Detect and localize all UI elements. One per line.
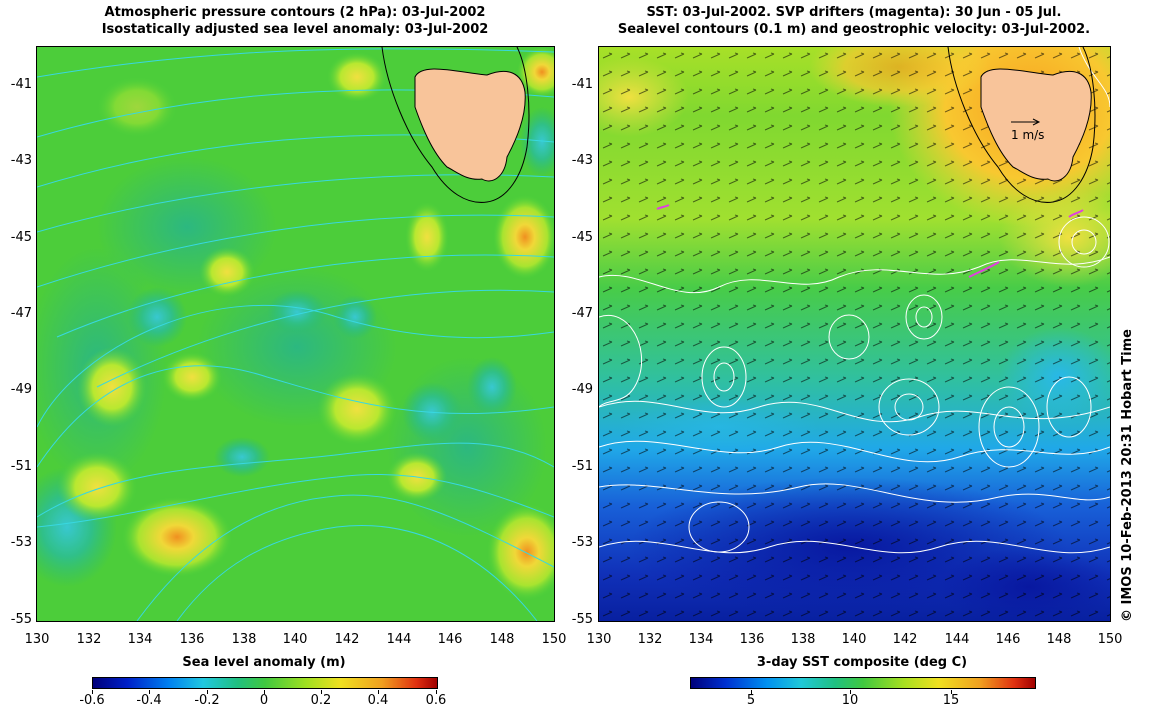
right-lat-tick: -55 <box>571 612 593 627</box>
right-title-line1: SST: 03-Jul-2002. SVP drifters (magenta)… <box>646 5 1062 20</box>
left-lon-tick: 144 <box>386 632 412 647</box>
right-lon-tick: 130 <box>586 632 612 647</box>
left-lon-tick: 148 <box>489 632 515 647</box>
left-colorbar-tick: 0.4 <box>367 693 389 708</box>
right-lat-tick: -47 <box>571 306 593 321</box>
right-colorbar-label: 3-day SST composite (deg C) <box>756 655 968 670</box>
left-lon-tick: 142 <box>334 632 360 647</box>
left-title-line1: Atmospheric pressure contours (2 hPa): 0… <box>104 5 486 20</box>
right-lat-tick: -41 <box>571 77 593 92</box>
sst-map: 1 m/s <box>598 46 1111 622</box>
right-title-line2: Sealevel contours (0.1 m) and geostrophi… <box>617 22 1091 37</box>
anomaly-field <box>37 47 554 600</box>
right-lon-tick: 150 <box>1097 632 1123 647</box>
left-lat-tick: -51 <box>10 459 32 474</box>
left-colorbar-tick: 0.2 <box>310 693 332 708</box>
left-colorbar-tick: -0.2 <box>194 693 220 708</box>
left-colorbar-tick: -0.4 <box>136 693 162 708</box>
sealevel-contours <box>599 47 1110 554</box>
left-map-title: Atmospheric pressure contours (2 hPa): 0… <box>36 4 554 38</box>
right-lon-tick: 140 <box>841 632 867 647</box>
sea-level-anomaly-map <box>36 46 555 622</box>
left-colorbar-tick: -0.6 <box>79 693 105 708</box>
right-lat-tick: -49 <box>571 382 593 397</box>
sea-level-colorbar <box>92 677 438 689</box>
land-tasmania <box>381 47 530 203</box>
right-lon-tick: 144 <box>944 632 970 647</box>
right-colorbar-tick: 5 <box>746 693 756 708</box>
left-colorbar-label: Sea level anomaly (m) <box>182 655 346 670</box>
left-lon-tick: 132 <box>76 632 102 647</box>
right-lon-tick: 132 <box>637 632 663 647</box>
left-lat-tick: -41 <box>10 77 32 92</box>
right-colorbar-tick: 10 <box>841 693 859 708</box>
right-lon-tick: 146 <box>995 632 1021 647</box>
right-lat-tick: -53 <box>571 535 593 550</box>
right-lat-tick: -43 <box>571 153 593 168</box>
left-lat-tick: -45 <box>10 230 32 245</box>
right-lat-tick: -51 <box>571 459 593 474</box>
right-lon-tick: 134 <box>688 632 714 647</box>
sst-colorbar <box>690 677 1036 689</box>
left-lat-tick: -43 <box>10 153 32 168</box>
left-lon-tick: 150 <box>541 632 567 647</box>
right-lat-tick: -45 <box>571 230 593 245</box>
right-lon-tick: 142 <box>892 632 918 647</box>
left-lat-tick: -49 <box>10 382 32 397</box>
scale-arrow-label: 1 m/s <box>1011 128 1044 142</box>
left-lon-tick: 146 <box>437 632 463 647</box>
left-lon-tick: 134 <box>127 632 153 647</box>
left-lon-tick: 140 <box>282 632 308 647</box>
right-lon-tick: 136 <box>739 632 765 647</box>
left-lat-tick: -53 <box>10 535 32 550</box>
right-lon-tick: 138 <box>790 632 816 647</box>
left-lon-tick: 138 <box>231 632 257 647</box>
left-title-line2: Isostatically adjusted sea level anomaly… <box>101 22 489 37</box>
left-lon-tick: 130 <box>24 632 50 647</box>
sst-svg: 1 m/s <box>599 47 1110 621</box>
svp-drifters <box>656 204 1084 278</box>
right-colorbar-tick: 15 <box>942 693 960 708</box>
scale-arrow: 1 m/s <box>1011 118 1044 142</box>
left-colorbar-tick: 0.6 <box>425 693 447 708</box>
land-tasmania-right <box>947 47 1096 203</box>
right-lon-tick: 148 <box>1046 632 1072 647</box>
right-map-title: SST: 03-Jul-2002. SVP drifters (magenta)… <box>598 4 1110 38</box>
left-lat-tick: -55 <box>10 612 32 627</box>
left-lon-tick: 136 <box>179 632 205 647</box>
left-lat-tick: -47 <box>10 306 32 321</box>
imos-credit: © IMOS 10-Feb-2013 20:31 Hobart Time <box>1120 329 1135 622</box>
sea-level-anomaly-svg <box>37 47 554 621</box>
left-colorbar-tick: 0 <box>259 693 269 708</box>
